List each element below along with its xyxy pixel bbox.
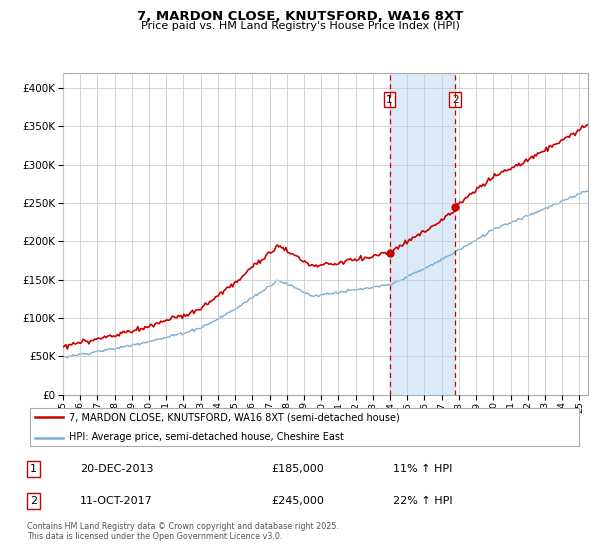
FancyBboxPatch shape <box>30 408 579 446</box>
Text: £245,000: £245,000 <box>271 496 324 506</box>
Text: Contains HM Land Registry data © Crown copyright and database right 2025.
This d: Contains HM Land Registry data © Crown c… <box>27 522 339 542</box>
Bar <box>389 73 455 395</box>
Text: £185,000: £185,000 <box>271 464 324 474</box>
Text: 22% ↑ HPI: 22% ↑ HPI <box>394 496 453 506</box>
Text: 2: 2 <box>30 496 37 506</box>
Text: 7, MARDON CLOSE, KNUTSFORD, WA16 8XT: 7, MARDON CLOSE, KNUTSFORD, WA16 8XT <box>137 10 463 23</box>
Text: Price paid vs. HM Land Registry's House Price Index (HPI): Price paid vs. HM Land Registry's House … <box>140 21 460 31</box>
Text: 2: 2 <box>452 95 458 105</box>
Point <box>451 203 460 212</box>
Text: 11-OCT-2017: 11-OCT-2017 <box>80 496 152 506</box>
Text: 1: 1 <box>386 95 393 105</box>
Text: 11% ↑ HPI: 11% ↑ HPI <box>394 464 452 474</box>
Text: 7, MARDON CLOSE, KNUTSFORD, WA16 8XT (semi-detached house): 7, MARDON CLOSE, KNUTSFORD, WA16 8XT (se… <box>68 412 400 422</box>
Text: HPI: Average price, semi-detached house, Cheshire East: HPI: Average price, semi-detached house,… <box>68 432 343 442</box>
Text: 1: 1 <box>30 464 37 474</box>
Text: 20-DEC-2013: 20-DEC-2013 <box>80 464 153 474</box>
Point <box>385 249 394 258</box>
